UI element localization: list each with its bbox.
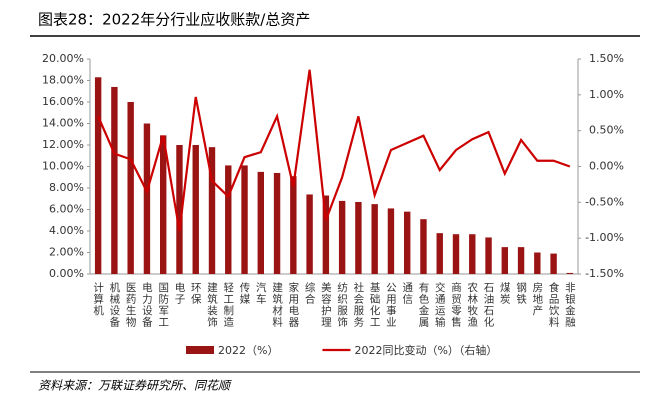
bar (452, 234, 460, 274)
x-tick-label: 汽车 (255, 281, 267, 305)
legend-label: 2022同比变动（%）（右轴） (354, 343, 497, 357)
x-tick-label: 煤炭 (499, 281, 511, 305)
y-tick-label: 14.00% (42, 117, 84, 130)
bar (534, 252, 541, 274)
x-tick-label: 建筑材料 (271, 281, 283, 328)
bar (225, 165, 232, 274)
bar (208, 147, 216, 274)
y2-tick-label: 1.00% (589, 88, 624, 101)
legend-swatch (186, 346, 214, 354)
y2-tick-label: 0.50% (589, 124, 624, 137)
line (97, 69, 571, 232)
x-tick-label: 机械设备 (108, 281, 120, 328)
x-tick-label: 通信 (401, 282, 413, 305)
y2-tick-label: 0.00% (589, 160, 624, 173)
y-tick-label: 2.00% (49, 246, 84, 259)
x-tick-label: 公用事业 (385, 282, 397, 328)
bar (322, 195, 330, 274)
legend-label: 2022（%） (218, 344, 278, 357)
bar (160, 135, 167, 274)
y-tick-label: 18.00% (42, 74, 84, 87)
bar (566, 272, 574, 274)
y-tick-label: 20.00% (42, 52, 84, 65)
x-tick-label: 轻工制造 (222, 281, 234, 328)
y-tick-label: 12.00% (42, 138, 84, 151)
y2-tick-label: -1.50% (585, 267, 624, 280)
x-tick-label: 商贸零售 (450, 281, 462, 328)
bar (306, 194, 313, 274)
y-tick-label: 8.00% (49, 181, 84, 194)
y-tick-label: 10.00% (42, 160, 84, 173)
x-tick-label: 非银金融 (564, 282, 576, 328)
bar (290, 176, 297, 274)
bar (127, 102, 134, 274)
bar (420, 219, 427, 274)
bar (501, 247, 508, 274)
bar (469, 234, 476, 274)
bar (387, 208, 395, 274)
y2-tick-label: -0.50% (585, 195, 624, 208)
x-tick-label: 国防军工 (157, 282, 169, 328)
x-tick-label: 计算机 (92, 281, 104, 316)
x-tick-label: 交通运输 (434, 281, 446, 328)
x-tick-label: 建筑装饰 (206, 281, 218, 328)
bar (241, 165, 248, 274)
y-tick-label: 4.00% (49, 224, 84, 237)
bar (371, 204, 378, 274)
bar (485, 237, 492, 274)
bar (192, 145, 199, 274)
source: 资料来源：万联证券研究所、同花顺 (38, 379, 232, 393)
bar (94, 77, 102, 275)
x-tick-label: 食品饮料 (548, 281, 560, 328)
x-tick-label: 传媒 (239, 282, 251, 305)
y-tick-label: 0.00% (49, 267, 84, 280)
x-tick-label: 钢铁 (515, 281, 527, 305)
y-tick-label: 16.00% (42, 95, 84, 108)
x-tick-label: 美容护理 (320, 281, 332, 328)
x-tick-label: 家用电器 (287, 281, 299, 328)
x-tick-label: 电力设备 (141, 281, 153, 328)
x-tick-label: 纺织服饰 (336, 281, 348, 328)
bar (143, 123, 151, 274)
x-tick-label: 基础化工 (369, 281, 381, 328)
bar (338, 200, 346, 274)
x-tick-label: 医药生物 (125, 282, 137, 328)
x-tick-label: 石油石化 (483, 282, 495, 328)
y-tick-label: 6.00% (49, 203, 84, 216)
bar (404, 211, 411, 274)
x-tick-label: 环保 (190, 282, 202, 305)
y2-tick-label: 1.50% (589, 52, 624, 65)
bar (257, 171, 264, 274)
x-tick-label: 农林牧渔 (466, 281, 478, 328)
bar (355, 201, 362, 274)
bar (176, 145, 183, 274)
bar (111, 86, 118, 274)
bar (550, 253, 557, 274)
chart-title: 图表28：2022年分行业应收账款/总资产 (38, 11, 310, 29)
x-tick-label: 社会服务 (352, 281, 364, 328)
y2-tick-label: -1.00% (585, 231, 624, 244)
bar (436, 233, 443, 274)
bar (517, 247, 525, 274)
bar (273, 172, 281, 274)
x-tick-label: 有色金属 (417, 281, 429, 328)
x-tick-label: 电子 (173, 281, 185, 305)
x-tick-label: 房地产 (531, 281, 543, 316)
x-tick-label: 综合 (304, 281, 316, 305)
